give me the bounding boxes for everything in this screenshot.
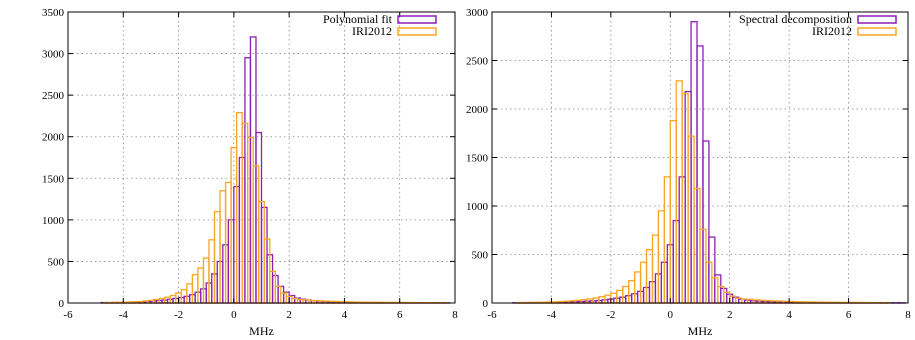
x-tick-label: 6: [397, 309, 403, 321]
y-tick-label: 0: [59, 298, 65, 310]
y-tick-label: 500: [472, 250, 489, 262]
legend-label: IRI2012: [812, 24, 852, 38]
y-tick-label: 3500: [42, 7, 65, 19]
y-tick-label: 1000: [466, 201, 489, 213]
x-tick-label: -6: [487, 309, 497, 321]
x-tick-label: -2: [606, 309, 615, 321]
histogram-polynomial-fit: -6 -4 -2 0 2 4 6 8 0 500 1000 1500 2000 2500 3000 3500 M…: [42, 7, 458, 338]
legend-label: Polynomial fit: [323, 12, 393, 26]
legend-swatch: [857, 15, 897, 24]
y-tick-label: 2000: [42, 132, 65, 144]
x-axis-label: MHz: [688, 324, 713, 338]
legend-label: Spectral decomposition: [739, 12, 852, 26]
y-tick-label: 0: [483, 298, 489, 310]
legend-swatch: [857, 27, 897, 36]
x-tick-label: 0: [231, 309, 237, 321]
legend-label: IRI2012: [352, 24, 392, 38]
y-tick-label: 2500: [42, 90, 65, 102]
y-tick-label: 2000: [466, 104, 489, 116]
y-tick-label: 3000: [466, 7, 489, 19]
x-tick-label: 8: [452, 309, 458, 321]
histogram-spectral-decomposition: -6 -4 -2 0 2 4 6 8 0 500 1000 1500 2000 2500 3000 MHz Sp…: [466, 7, 911, 338]
y-tick-label: 1500: [42, 173, 65, 185]
x-axis-label: MHz: [249, 324, 274, 338]
x-tick-label: -4: [547, 309, 557, 321]
legend-swatch: [397, 27, 437, 36]
series-1: [103, 111, 448, 304]
x-tick-label: 4: [342, 309, 348, 321]
y-tick-label: 1000: [42, 215, 65, 227]
x-tick-label: -6: [63, 309, 73, 321]
series-0: [100, 36, 451, 304]
x-tick-label: 2: [727, 309, 733, 321]
x-tick-label: 8: [905, 309, 911, 321]
y-tick-label: 3000: [42, 49, 65, 61]
y-tick-label: 500: [48, 256, 65, 268]
y-tick-label: 2500: [466, 56, 489, 68]
x-tick-label: -2: [174, 309, 183, 321]
plot-frame: [67, 11, 456, 304]
x-tick-label: 0: [668, 309, 674, 321]
legend-swatch: [397, 15, 437, 24]
x-tick-label: 6: [846, 309, 852, 321]
y-tick-label: 1500: [466, 153, 489, 165]
x-tick-label: 4: [786, 309, 792, 321]
x-tick-label: -4: [119, 309, 129, 321]
x-tick-label: 2: [286, 309, 292, 321]
series-0: [512, 21, 906, 304]
